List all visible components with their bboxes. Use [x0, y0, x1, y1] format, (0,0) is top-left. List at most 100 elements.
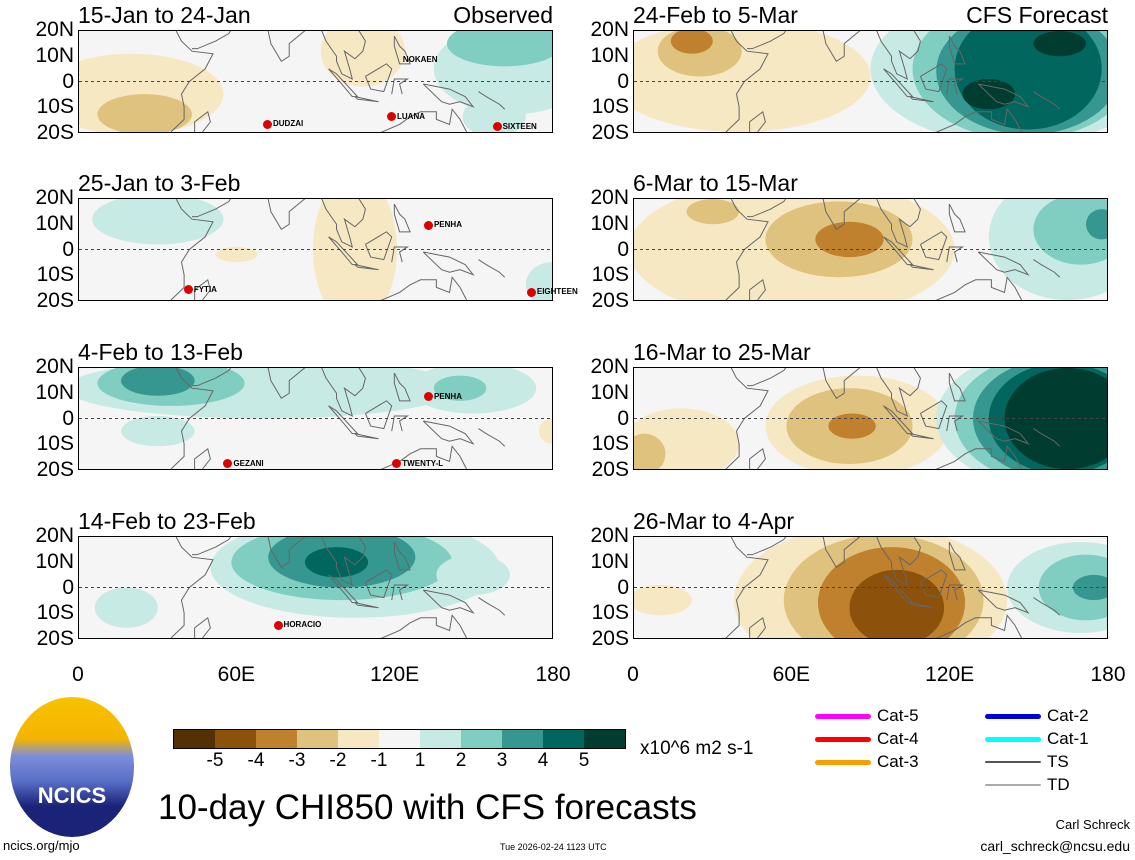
lat-tick-label: 10S	[36, 95, 74, 119]
coastline	[376, 446, 468, 469]
coastline	[931, 615, 1023, 638]
map-svg	[79, 368, 552, 469]
coastline	[376, 109, 468, 132]
coastline	[195, 112, 211, 132]
cyclone-icon	[423, 392, 433, 402]
colorbar-label: 5	[578, 750, 590, 771]
storm-name: NOKAEN	[402, 54, 438, 64]
anomaly-contour	[538, 418, 552, 444]
map-panel	[78, 536, 553, 639]
coastline	[392, 247, 408, 262]
coastline	[321, 368, 366, 416]
coastline	[195, 618, 211, 638]
lat-tick-label: 20S	[591, 289, 629, 312]
coastline	[376, 277, 468, 300]
map-svg	[634, 31, 1107, 132]
legend-label: Cat-3	[877, 752, 919, 771]
anomaly-contour	[1033, 199, 1107, 265]
lat-tick-label: 20S	[591, 627, 629, 650]
anomaly-contour	[849, 569, 945, 638]
storm-marker: HORACIO	[273, 620, 322, 630]
coastline	[813, 537, 863, 567]
coastline	[423, 84, 473, 107]
coastline	[355, 97, 379, 102]
lat-tick-label: 0	[62, 237, 74, 261]
lat-tick-label: 10S	[591, 95, 629, 119]
coastline	[355, 434, 379, 439]
cyclone-icon	[263, 119, 272, 129]
coastline	[423, 421, 473, 444]
colorbar-swatch	[256, 730, 297, 748]
lon-tick-label: 120E	[925, 663, 975, 686]
coastline	[195, 449, 211, 469]
lat-tick-label: 20S	[36, 289, 74, 312]
coastline	[726, 537, 768, 638]
map-svg	[634, 537, 1107, 638]
coastline	[258, 199, 308, 229]
footer-url: ncics.org/mjo	[3, 838, 80, 853]
coastline	[376, 615, 468, 638]
anomaly-contour	[433, 375, 487, 401]
footer-email: carl_schreck@ncsu.edu	[980, 838, 1130, 854]
lat-tick-label: 20N	[590, 355, 629, 378]
legend-item: Cat-2	[985, 706, 1089, 726]
anomaly-contour	[815, 221, 884, 258]
anomaly-contour	[215, 246, 258, 263]
coastline	[258, 31, 308, 61]
anomaly-contour	[121, 415, 195, 447]
storm-name: TWENTY-L	[402, 458, 444, 468]
footer-timestamp: Tue 2026-02-24 1123 UTC	[500, 842, 607, 852]
coastline	[392, 79, 408, 94]
colorbar-label: -3	[288, 750, 306, 771]
colorbar-swatch	[543, 730, 584, 748]
coastline	[478, 92, 504, 110]
coastline	[949, 36, 965, 64]
lat-tick-label: 10N	[590, 211, 629, 235]
storm-marker: SIXTEEN	[492, 121, 537, 132]
anomaly-contour	[94, 587, 158, 628]
coastline	[747, 368, 789, 386]
storm-marker: TWENTY-L	[392, 458, 444, 469]
lon-tick-label: 120E	[370, 663, 420, 686]
panel-title: 25-Jan to 3-Feb	[78, 170, 241, 196]
coastline	[192, 368, 234, 386]
legend-item: Cat-3	[815, 752, 919, 772]
colorbar-swatch	[584, 730, 625, 748]
legend-item: TD	[985, 775, 1070, 795]
coastline	[321, 31, 366, 79]
lat-tick-label: 10S	[36, 263, 74, 287]
legend-item: Cat-1	[985, 729, 1089, 749]
lat-tick-label: 10N	[35, 211, 74, 235]
legend-line	[985, 784, 1041, 786]
coastline	[920, 232, 946, 260]
anomaly-contour	[97, 94, 192, 132]
lat-tick-label: 10S	[591, 601, 629, 625]
storm-name: DUDZAI	[273, 119, 304, 129]
map-panel	[78, 198, 553, 301]
colorbar-swatch	[297, 730, 338, 748]
anomaly-contour	[634, 433, 666, 469]
map-panel	[633, 367, 1108, 470]
storm-name: HORACIO	[283, 620, 322, 630]
map-panel	[633, 536, 1108, 639]
coastline	[947, 585, 963, 600]
coastline	[750, 618, 766, 638]
panel-label: Observed	[453, 2, 553, 28]
lat-tick-label: 10S	[36, 601, 74, 625]
lon-tick-label: 180	[1090, 663, 1126, 686]
map-svg	[634, 199, 1107, 300]
lat-tick-label: 10S	[36, 432, 74, 456]
coastline	[394, 542, 410, 570]
map-svg	[79, 537, 552, 638]
cyclone-icon	[273, 620, 283, 630]
ncics-logo: NCICS	[10, 697, 134, 837]
legend-item: Cat-5	[815, 706, 919, 726]
map-panel	[78, 367, 553, 470]
storm-name: SIXTEEN	[502, 121, 537, 131]
cyclone-icon	[183, 285, 193, 295]
panel-title: 14-Feb to 23-Feb	[78, 508, 256, 534]
coastline	[947, 247, 963, 262]
coastline	[920, 570, 946, 598]
coastline	[195, 280, 211, 300]
lat-tick-label: 20N	[590, 18, 629, 41]
